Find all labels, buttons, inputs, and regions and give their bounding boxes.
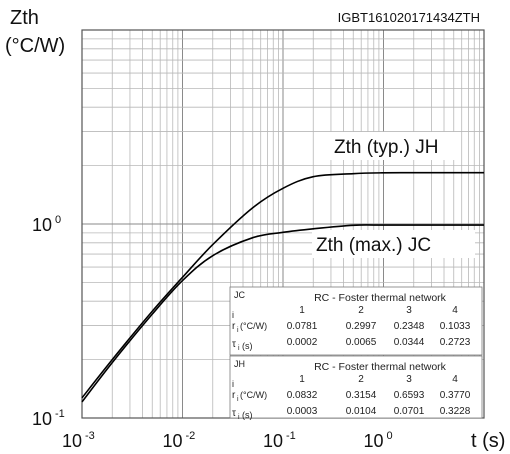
table-tau-value-1-1: 0.0104 <box>346 406 377 417</box>
x-tick-label-3: 10 <box>363 431 383 451</box>
y-tick-exponent-1: 0 <box>55 214 61 226</box>
table-i-label-0: i <box>232 310 234 320</box>
series-label-bg-1 <box>312 230 475 258</box>
table-tau-sub-0: i <box>238 345 240 352</box>
table-tau-value-1-2: 0.0701 <box>394 406 425 417</box>
table-r-sub-0: i <box>237 327 239 334</box>
series-label-0: Zth (typ.) JH <box>334 137 439 158</box>
table-tau-unit-0: (s) <box>242 341 253 351</box>
table-r-value-1-2: 0.6593 <box>394 390 425 401</box>
chart-code: IGBT161020171434ZTH <box>338 10 480 25</box>
table-tau-value-0-2: 0.0344 <box>394 337 425 348</box>
table-r-label-0: r <box>232 321 236 332</box>
table-tag-1: JH <box>234 359 245 369</box>
series-line-0 <box>81 171 484 399</box>
x-tick-label-1: 10 <box>162 431 182 451</box>
x-tick-exponent-0: -3 <box>85 430 95 442</box>
table-tau-unit-1: (s) <box>242 410 253 420</box>
table-col-header-1-0: 1 <box>299 374 305 385</box>
plot-curves: Zth (typ.) JH Zth (max.) JC <box>81 132 484 403</box>
series-label-1: Zth (max.) JC <box>316 235 431 256</box>
x-tick-label-0: 10 <box>62 431 82 451</box>
table-tau-sub-1: i <box>238 414 240 421</box>
table-tag-0: JC <box>234 290 246 300</box>
x-tick-exponent-1: -2 <box>186 430 196 442</box>
table-col-header-1-1: 2 <box>358 374 364 385</box>
table-tau-value-0-1: 0.0065 <box>346 337 377 348</box>
table-r-value-0-1: 0.2997 <box>346 321 377 332</box>
table-r-value-1-0: 0.0832 <box>287 390 318 401</box>
table-col-header-0-3: 4 <box>452 305 458 316</box>
table-tau-label-0: τ <box>232 339 236 350</box>
table-col-header-1-3: 4 <box>452 374 458 385</box>
x-tick-exponent-2: -1 <box>286 430 296 442</box>
table-r-value-0-3: 0.1033 <box>440 321 471 332</box>
y-tick-exponent-0: -1 <box>55 408 65 420</box>
table-title-1: RC - Foster thermal network <box>314 361 447 373</box>
table-r-value-0-0: 0.0781 <box>287 321 318 332</box>
y-axis-label-line1: Zth <box>10 7 39 29</box>
x-tick-label-2: 10 <box>263 431 283 451</box>
table-col-header-0-2: 3 <box>406 305 412 316</box>
table-tau-label-1: τ <box>232 408 236 419</box>
table-box-1 <box>229 355 483 419</box>
table-box-0 <box>229 286 483 356</box>
x-axis-label: t (s) <box>471 430 505 452</box>
series-label-bg-0 <box>330 132 458 160</box>
table-r-label-1: r <box>232 390 236 401</box>
table-r-unit-0: (°C/W) <box>240 321 267 331</box>
table-r-value-1-3: 0.3770 <box>440 390 471 401</box>
table-tau-value-0-0: 0.0002 <box>287 337 318 348</box>
table-r-value-1-1: 0.3154 <box>346 390 377 401</box>
table-r-unit-1: (°C/W) <box>240 390 267 400</box>
table-tau-value-0-3: 0.2723 <box>440 337 471 348</box>
table-tau-value-1-3: 0.3228 <box>440 406 471 417</box>
table-col-header-0-0: 1 <box>299 305 305 316</box>
y-tick-label-1: 10 <box>32 215 52 235</box>
table-r-value-0-2: 0.2348 <box>394 321 425 332</box>
series-line-1 <box>81 224 484 403</box>
table-col-header-1-2: 3 <box>406 374 412 385</box>
table-tau-value-1-0: 0.0003 <box>287 406 318 417</box>
table-title-0: RC - Foster thermal network <box>314 292 447 304</box>
y-tick-label-0: 10 <box>32 409 52 429</box>
tick-labels: 10 -3 10 -2 10 -1 10 010 -110 0 <box>32 214 393 451</box>
x-tick-exponent-3: 0 <box>387 430 393 442</box>
y-axis-label-line2: (°C/W) <box>5 35 65 57</box>
table-r-sub-1: i <box>237 396 239 403</box>
table-col-header-0-1: 2 <box>358 305 364 316</box>
table-i-label-1: i <box>232 379 234 389</box>
